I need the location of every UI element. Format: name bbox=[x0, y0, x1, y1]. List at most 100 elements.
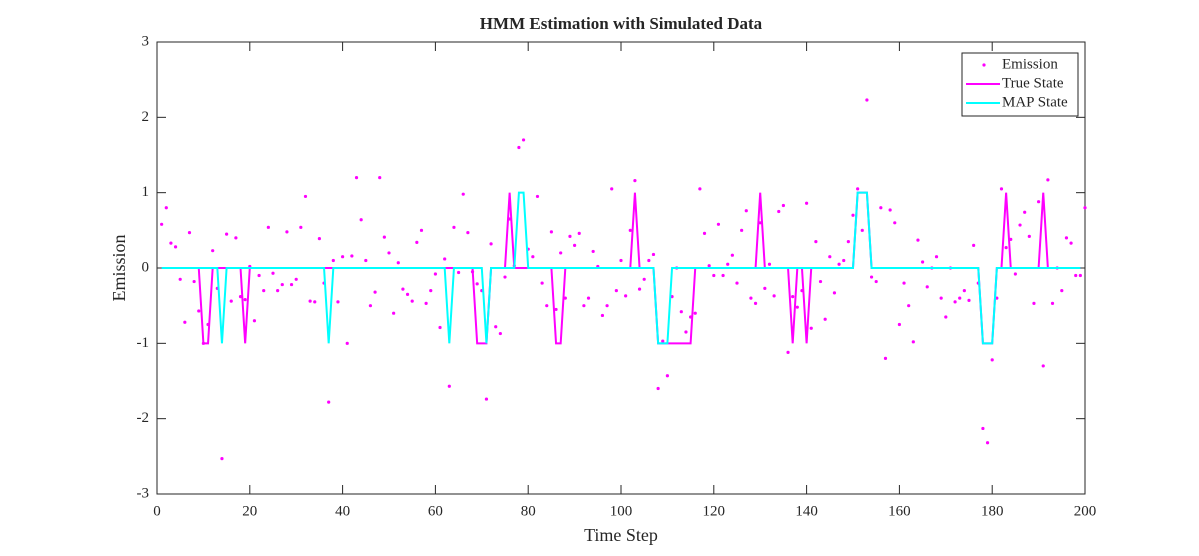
legend-label: MAP State bbox=[1002, 94, 1068, 110]
emission-point bbox=[573, 243, 577, 247]
emission-point bbox=[457, 270, 461, 275]
emission-point bbox=[591, 249, 595, 254]
emission-point bbox=[382, 235, 386, 239]
legend-label: Emission bbox=[1002, 56, 1058, 72]
y-axis-label: Emission bbox=[109, 234, 129, 301]
emission-point bbox=[243, 298, 247, 302]
emission-point bbox=[712, 273, 716, 278]
emission-point bbox=[665, 374, 670, 378]
emission-point bbox=[387, 251, 391, 255]
emission-point bbox=[749, 296, 753, 300]
emission-point bbox=[303, 194, 308, 199]
emission-point bbox=[447, 384, 451, 388]
emission-point bbox=[1037, 200, 1041, 204]
emission-point bbox=[684, 330, 688, 334]
emission-point bbox=[730, 253, 734, 257]
emission-point bbox=[392, 311, 396, 315]
emission-point bbox=[809, 326, 813, 330]
emission-point bbox=[633, 179, 637, 183]
emission-point bbox=[758, 221, 762, 225]
emission-point bbox=[582, 304, 586, 308]
emission-point bbox=[702, 231, 707, 235]
y-tick-label: 1 bbox=[142, 184, 150, 200]
emission-point bbox=[438, 325, 442, 330]
emission-point bbox=[823, 317, 827, 321]
emission-point bbox=[814, 240, 818, 244]
emission-point bbox=[962, 289, 966, 293]
emission-point bbox=[1074, 273, 1078, 278]
emission-point bbox=[642, 277, 646, 281]
emission-point bbox=[795, 305, 799, 309]
emission-point bbox=[879, 206, 883, 210]
emission-point bbox=[517, 145, 521, 150]
emission-point bbox=[368, 304, 373, 308]
emission-point bbox=[308, 299, 312, 303]
emission-point bbox=[313, 300, 317, 304]
emission-point bbox=[220, 456, 224, 461]
emission-point bbox=[359, 218, 363, 222]
state-line bbox=[161, 191, 1081, 345]
emission-point bbox=[160, 222, 164, 226]
x-tick-label: 60 bbox=[428, 503, 443, 519]
emission-point bbox=[744, 209, 748, 213]
y-tick-label: -3 bbox=[137, 485, 150, 501]
emission-point bbox=[433, 272, 437, 276]
emission-point bbox=[350, 254, 354, 258]
emission-point bbox=[721, 273, 725, 278]
emission-point bbox=[624, 294, 628, 298]
x-tick-label: 100 bbox=[610, 503, 633, 519]
emission-point bbox=[364, 258, 368, 263]
emission-point bbox=[893, 221, 897, 225]
emission-point bbox=[169, 241, 173, 245]
emission-point bbox=[586, 296, 591, 300]
y-tick-label: -1 bbox=[137, 335, 150, 351]
emission-point bbox=[753, 301, 758, 306]
emission-point bbox=[911, 340, 915, 344]
emission-point bbox=[484, 397, 489, 401]
emission-point bbox=[856, 187, 860, 191]
y-tick-label: 0 bbox=[142, 259, 150, 275]
emission-point bbox=[651, 252, 656, 257]
emission-point bbox=[183, 320, 187, 324]
emission-point bbox=[498, 331, 502, 336]
emission-point bbox=[619, 258, 623, 263]
emission-point bbox=[252, 319, 257, 323]
emission-point bbox=[540, 281, 544, 285]
emission-point bbox=[837, 262, 841, 266]
emission-point bbox=[187, 230, 192, 235]
emission-point bbox=[972, 243, 976, 247]
emission-point bbox=[777, 209, 781, 214]
emission-point bbox=[280, 282, 284, 287]
emission-point bbox=[461, 192, 465, 196]
emission-point bbox=[786, 350, 790, 354]
emission-point bbox=[378, 176, 382, 180]
emission-point bbox=[225, 232, 229, 236]
emission-point bbox=[452, 225, 456, 229]
emission-point bbox=[846, 240, 850, 244]
emission-point bbox=[1023, 210, 1027, 214]
emission-point bbox=[211, 249, 215, 253]
emission-point bbox=[341, 255, 345, 259]
emission-point bbox=[294, 277, 298, 281]
emission-point bbox=[405, 292, 410, 296]
emission-point bbox=[1013, 272, 1018, 276]
emission-point bbox=[577, 231, 581, 235]
emission-point bbox=[1018, 223, 1022, 227]
y-tick-label: 2 bbox=[142, 109, 150, 125]
emission-point bbox=[916, 238, 920, 242]
emission-point bbox=[990, 358, 994, 362]
emission-point bbox=[197, 309, 201, 313]
emission-point bbox=[897, 322, 902, 327]
emission-point bbox=[679, 310, 683, 314]
emission-point bbox=[869, 275, 874, 279]
emission-point bbox=[981, 426, 985, 431]
emission-point bbox=[600, 313, 605, 318]
emission-point bbox=[865, 98, 869, 102]
emission-point bbox=[842, 258, 846, 263]
emission-point bbox=[939, 296, 943, 300]
emission-point bbox=[563, 296, 567, 300]
legend-marker bbox=[982, 63, 986, 67]
emission-point bbox=[637, 287, 642, 291]
emission-point bbox=[164, 206, 168, 210]
x-tick-label: 200 bbox=[1074, 503, 1097, 519]
